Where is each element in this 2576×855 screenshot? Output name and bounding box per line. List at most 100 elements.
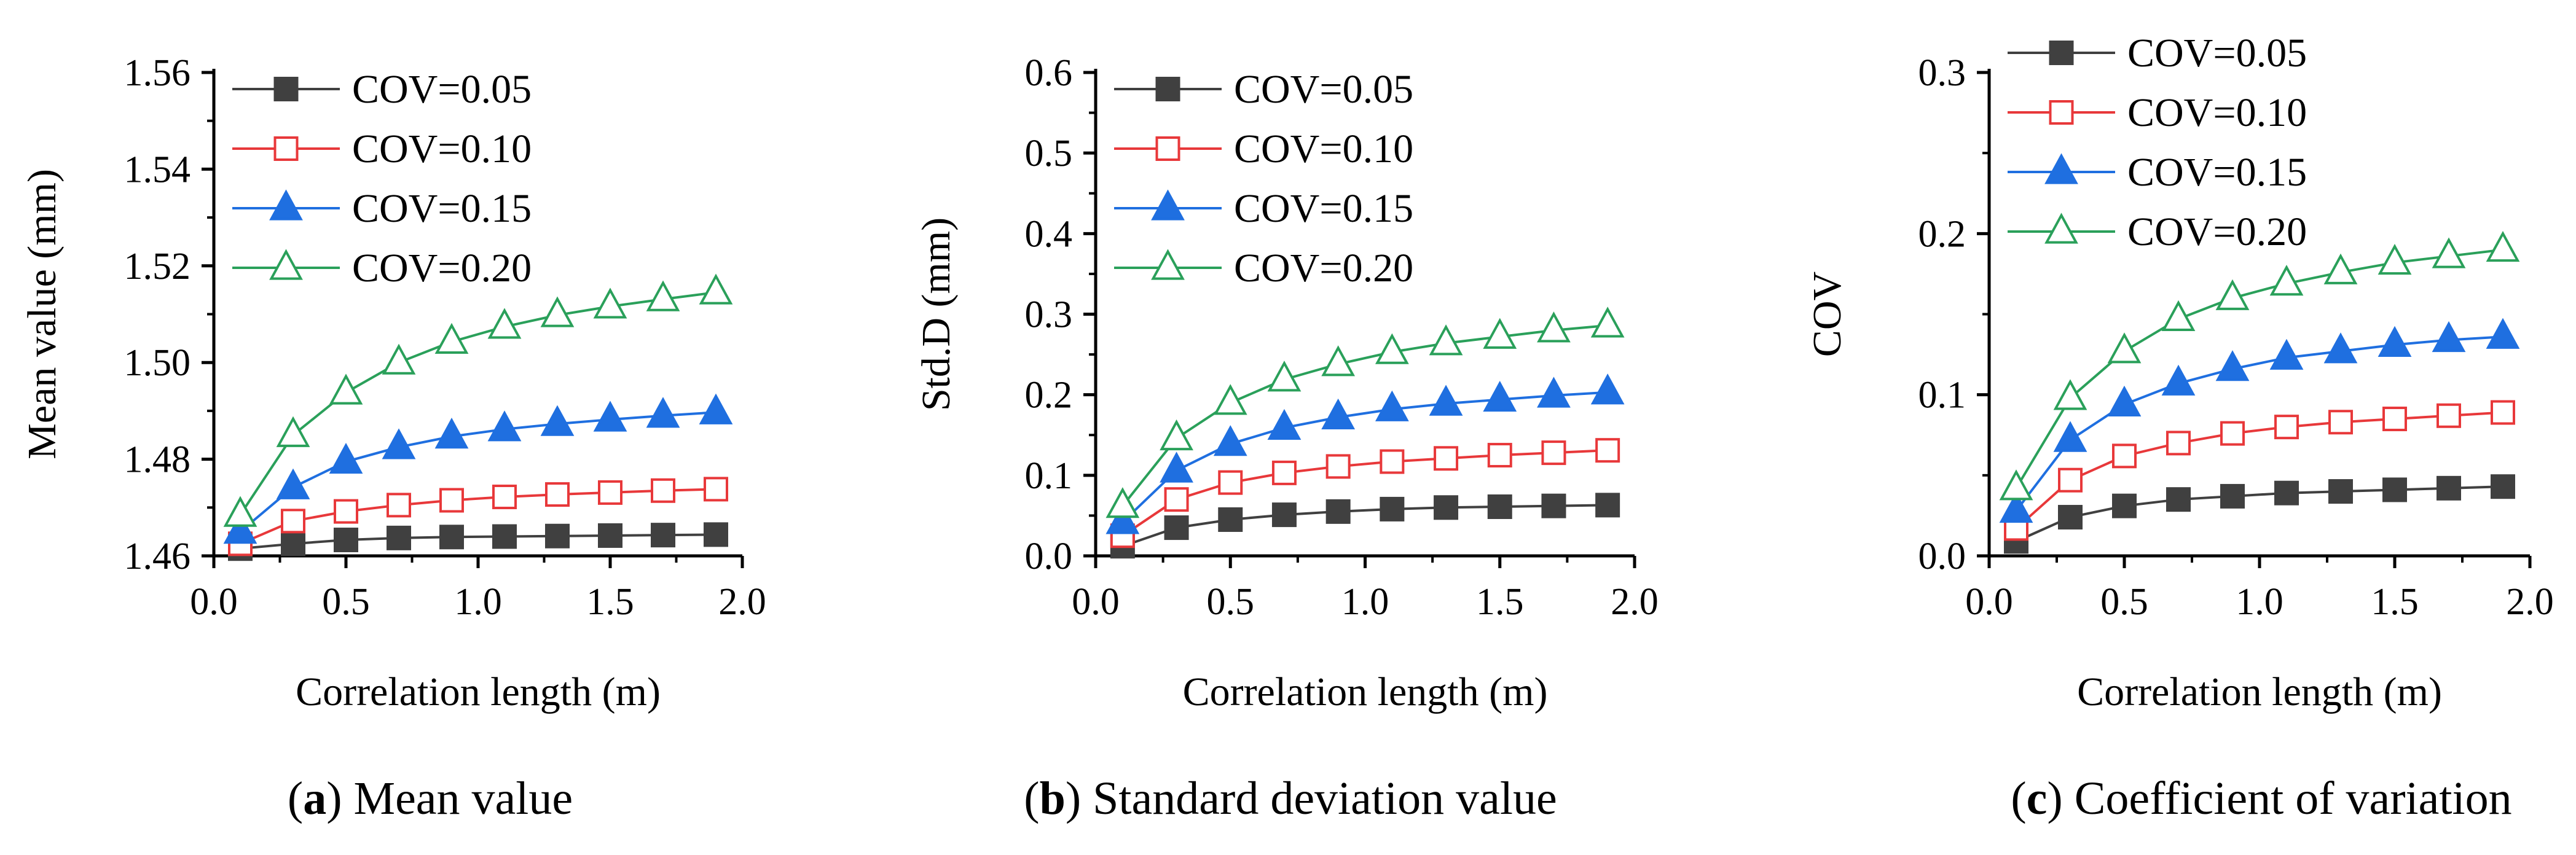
marker-p3-s1-pt2 (2058, 505, 2083, 530)
panel-caption: (c) Coefficient of variation (2011, 773, 2511, 824)
series-2 (228, 477, 728, 556)
marker-p3-s1-pt5 (2220, 483, 2245, 509)
marker-p2-s4-pt8 (1483, 318, 1517, 349)
marker-p3-s3-pt2 (2053, 421, 2087, 452)
marker-p3-s4-pt4 (2161, 300, 2196, 331)
chart-panel-3: 0.0 0.5 1.0 1.5 2.0 0.0 0.1 0.2 0.3 Correlation l… (1805, 31, 2554, 824)
marker-p2-s1-pt4 (1271, 502, 1297, 528)
x-tick-label: 1.5 (1476, 581, 1524, 623)
x-tick-label: 2.0 (2506, 581, 2554, 623)
series-3 (1999, 318, 2520, 523)
caption-letter: c (2027, 773, 2048, 824)
marker-p1-s2-pt9 (651, 478, 675, 503)
y-tick-label: 0.3 (1918, 52, 1966, 94)
y-axis-title: Mean value (mm) (20, 169, 65, 459)
marker-p3-s2-pt7 (2328, 410, 2353, 435)
marker-p2-s4-pt5 (1321, 345, 1356, 377)
marker-p3-s4-pt7 (2323, 253, 2358, 284)
marker-p3-s4-pt1 (2044, 213, 2078, 244)
marker-p1-s1-pt9 (651, 523, 675, 548)
y-tick-label: 0.4 (1025, 213, 1073, 255)
marker-p1-s3-pt6 (487, 410, 522, 442)
marker-p2-s2-pt9 (1541, 440, 1566, 466)
marker-p2-s4-pt1 (1105, 487, 1140, 518)
marker-p1-s4-pt5 (434, 322, 469, 354)
marker-p2-s4-pt1 (1151, 249, 1185, 280)
x-tick-label: 2.0 (718, 581, 766, 623)
marker-p1-s4-pt1 (223, 496, 257, 527)
marker-p2-s1-pt9 (1541, 493, 1566, 518)
x-tick-label: 0.5 (322, 581, 370, 623)
marker-p1-s2-pt2 (281, 509, 305, 534)
legend-item-3: COV=0.15 (1114, 186, 1413, 231)
marker-p3-s1-pt4 (2166, 487, 2191, 512)
panel-caption: (b) Standard deviation value (1024, 773, 1557, 824)
marker-p3-s4-pt8 (2378, 243, 2412, 275)
y-tick-label: 0.6 (1025, 52, 1073, 94)
legend-label: COV=0.20 (352, 246, 532, 291)
marker-p3-s1-pt6 (2274, 480, 2299, 506)
marker-p2-s3-pt4 (1267, 408, 1302, 440)
legend-label: COV=0.20 (1234, 246, 1413, 291)
series-line (239, 291, 717, 516)
marker-p3-s3-pt10 (2486, 318, 2520, 349)
marker-p1-s3-pt8 (593, 400, 627, 432)
marker-p3-s4-pt5 (2215, 279, 2250, 310)
marker-p2-s1-pt7 (1434, 495, 1459, 520)
caption-open: ( (1024, 773, 1039, 824)
marker-p2-s2-pt6 (1380, 449, 1405, 474)
marker-p1-s1-pt7 (545, 523, 570, 549)
marker-p3-s3-pt1 (2044, 153, 2078, 184)
legend-item-4: COV=0.20 (1114, 246, 1413, 291)
x-tick-label: 0.5 (1207, 581, 1255, 623)
y-tick-label: 0.0 (1025, 536, 1073, 577)
legend-label: COV=0.10 (352, 127, 532, 171)
marker-p1-s1-pt8 (598, 523, 622, 548)
legend-item-4: COV=0.20 (232, 246, 532, 291)
marker-p3-s3-pt4 (2161, 364, 2196, 396)
caption-open: ( (2011, 773, 2026, 824)
caption-open: ( (288, 773, 303, 824)
y-axis-title: Std.D (mm) (914, 217, 959, 411)
legend-label: COV=0.10 (2127, 90, 2307, 135)
marker-p1-s4-pt10 (699, 273, 733, 305)
marker-p3-s3-pt1 (1999, 491, 2033, 523)
y-tick-label: 0.3 (1025, 294, 1073, 336)
marker-p2-s2-pt5 (1325, 454, 1351, 479)
marker-p2-s1-pt1 (1155, 77, 1180, 101)
marker-p1-s1-pt1 (273, 77, 299, 101)
marker-p3-s2-pt8 (2382, 407, 2407, 432)
y-tick-label: 0.1 (1918, 375, 1966, 416)
legend-item-2: COV=0.10 (1114, 127, 1413, 171)
marker-p2-s3-pt3 (1213, 425, 1247, 456)
series-4 (223, 273, 733, 527)
marker-p3-s2-pt9 (2437, 403, 2461, 428)
marker-p1-s2-pt7 (545, 482, 570, 507)
marker-p1-s3-pt3 (329, 442, 363, 474)
marker-p2-s3-pt1 (1105, 503, 1140, 534)
marker-p2-s4-pt2 (1160, 419, 1193, 451)
marker-p3-s4-pt2 (2053, 379, 2087, 410)
marker-p2-s3-pt2 (1160, 451, 1193, 483)
marker-p2-s1-pt2 (1164, 515, 1189, 541)
marker-p1-s1-pt10 (704, 522, 728, 547)
marker-p3-s4-pt10 (2486, 230, 2520, 262)
x-axis-title: Correlation length (m) (2077, 670, 2442, 714)
caption-letter: a (303, 773, 326, 824)
y-tick-label: 1.46 (124, 536, 191, 577)
x-axis-title: Correlation length (m) (296, 670, 661, 714)
panel-caption: (a) Mean value (288, 773, 573, 824)
series-line (1122, 504, 1608, 548)
marker-p3-s1-pt9 (2437, 475, 2461, 501)
marker-p1-s4-pt8 (593, 287, 627, 319)
marker-p1-s2-pt5 (439, 488, 464, 513)
marker-p2-s1-pt10 (1595, 493, 1620, 518)
x-tick-label: 1.0 (2236, 581, 2283, 623)
marker-p2-s2-pt3 (1218, 470, 1243, 495)
marker-p3-s2-pt10 (2491, 400, 2515, 425)
legend-label: COV=0.05 (352, 67, 532, 112)
caption-text: ) Standard deviation value (1066, 773, 1557, 824)
series-line (1121, 324, 1608, 507)
marker-p1-s4-pt2 (276, 416, 310, 447)
legend-label: COV=0.15 (2127, 150, 2307, 195)
